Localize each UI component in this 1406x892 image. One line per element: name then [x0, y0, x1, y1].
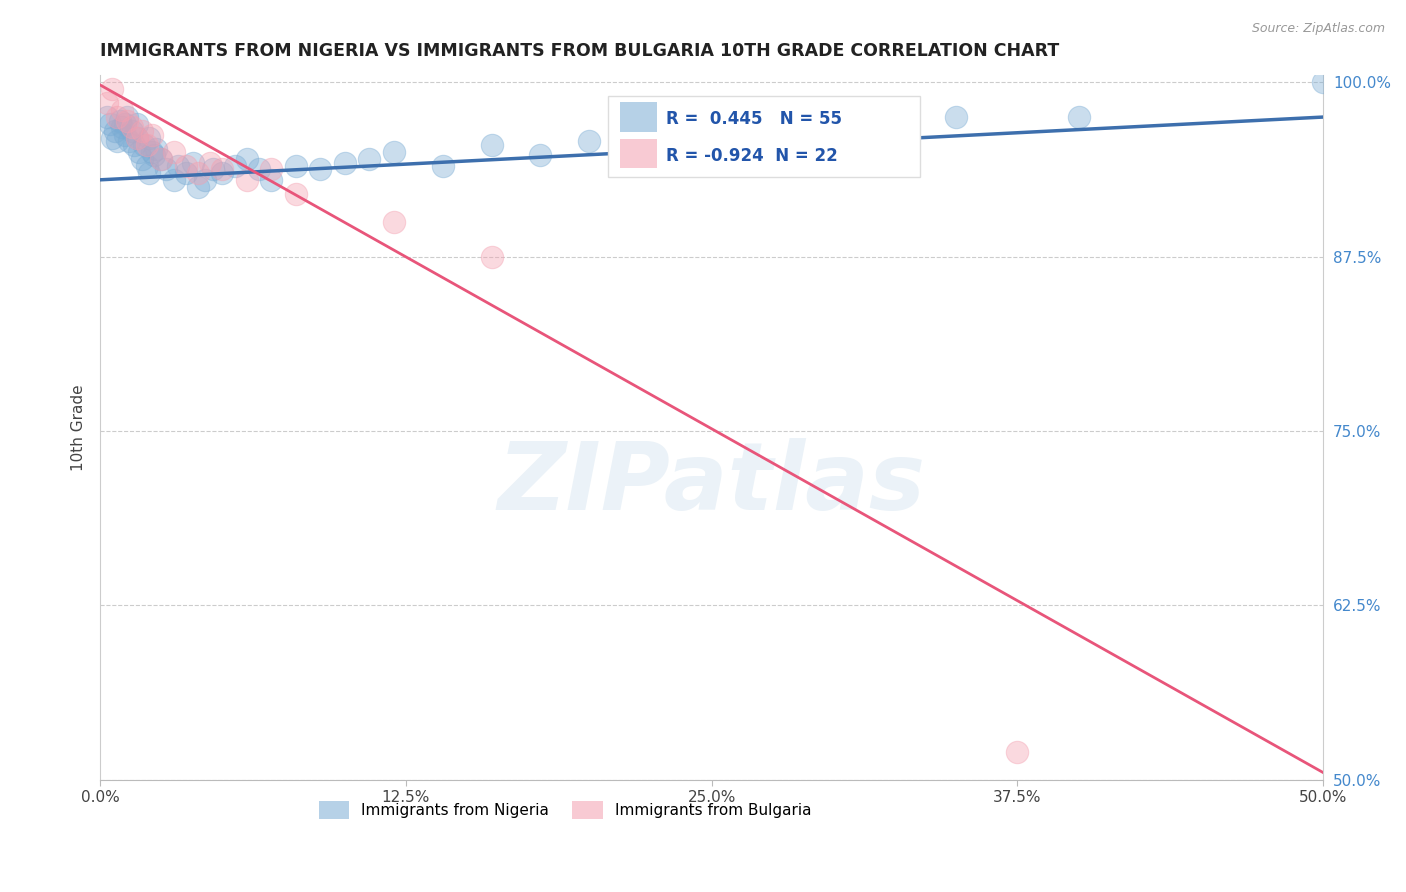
Point: [115, 114, 138, 128]
Text: ZIPatlas: ZIPatlas: [498, 438, 925, 530]
Point: [135, 159, 157, 173]
Point: [201, 161, 224, 176]
Point: [1067, 110, 1090, 124]
Point: [481, 137, 503, 152]
Point: [432, 159, 454, 173]
Point: [101, 131, 124, 145]
Point: [725, 120, 748, 134]
Point: [247, 161, 270, 176]
Point: [1312, 75, 1334, 89]
Point: [96, 96, 118, 111]
Point: [128, 145, 150, 159]
Point: [174, 159, 197, 173]
Point: [529, 147, 551, 161]
FancyBboxPatch shape: [607, 96, 920, 178]
Point: [945, 110, 967, 124]
Point: [382, 145, 405, 159]
Point: [104, 124, 127, 138]
Point: [124, 137, 146, 152]
Point: [108, 114, 131, 128]
Point: [125, 131, 148, 145]
Point: [481, 250, 503, 264]
Point: [121, 124, 143, 138]
Point: [578, 134, 600, 148]
Point: [145, 142, 167, 156]
Point: [105, 134, 128, 148]
Point: [105, 110, 128, 124]
Point: [187, 166, 209, 180]
Point: [155, 161, 177, 176]
Y-axis label: 10th Grade: 10th Grade: [72, 384, 86, 471]
Point: [167, 159, 190, 173]
Text: R =  0.445   N = 55: R = 0.445 N = 55: [666, 110, 842, 128]
Point: [194, 173, 217, 187]
FancyBboxPatch shape: [620, 138, 657, 169]
Point: [142, 147, 165, 161]
Point: [236, 173, 259, 187]
Point: [200, 156, 222, 170]
Point: [224, 159, 246, 173]
Point: [114, 117, 136, 131]
Point: [114, 128, 136, 143]
Point: [162, 173, 184, 187]
Point: [98, 117, 121, 131]
Point: [150, 152, 173, 166]
Point: [131, 152, 153, 166]
Point: [211, 161, 233, 176]
Point: [134, 137, 156, 152]
Point: [773, 131, 796, 145]
Point: [101, 82, 124, 96]
Point: [135, 137, 157, 152]
Point: [125, 117, 148, 131]
Point: [162, 145, 184, 159]
Point: [260, 173, 283, 187]
Point: [823, 117, 845, 131]
Point: [181, 156, 204, 170]
Point: [236, 152, 259, 166]
Point: [260, 161, 283, 176]
Point: [138, 166, 160, 180]
Text: R = -0.924  N = 22: R = -0.924 N = 22: [666, 147, 838, 165]
Point: [187, 179, 209, 194]
Point: [131, 124, 153, 138]
Text: IMMIGRANTS FROM NIGERIA VS IMMIGRANTS FROM BULGARIA 10TH GRADE CORRELATION CHART: IMMIGRANTS FROM NIGERIA VS IMMIGRANTS FR…: [100, 42, 1059, 60]
Point: [627, 142, 650, 156]
Point: [1007, 745, 1029, 759]
Point: [359, 152, 381, 166]
Point: [118, 134, 141, 148]
Point: [309, 161, 332, 176]
Point: [111, 120, 134, 134]
Point: [284, 159, 307, 173]
Point: [141, 128, 163, 143]
Point: [125, 131, 148, 145]
Point: [284, 186, 307, 201]
Point: [211, 166, 233, 180]
Point: [150, 152, 173, 166]
FancyBboxPatch shape: [620, 102, 657, 131]
Point: [96, 110, 118, 124]
Text: Source: ZipAtlas.com: Source: ZipAtlas.com: [1251, 22, 1385, 36]
Point: [121, 120, 143, 134]
Point: [138, 131, 160, 145]
Point: [141, 145, 163, 159]
Legend: Immigrants from Nigeria, Immigrants from Bulgaria: Immigrants from Nigeria, Immigrants from…: [312, 795, 817, 825]
Point: [111, 103, 134, 117]
Point: [333, 156, 356, 170]
Point: [382, 215, 405, 229]
Point: [676, 128, 699, 143]
Point: [174, 166, 197, 180]
Point: [115, 110, 138, 124]
